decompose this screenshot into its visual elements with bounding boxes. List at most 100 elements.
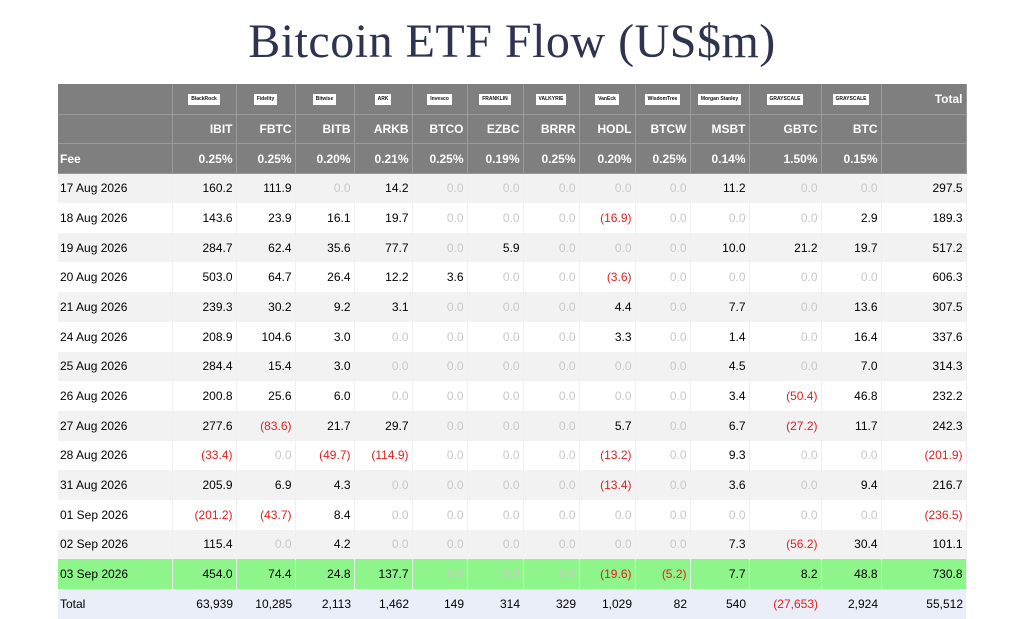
- flow-value-brrr: 0.0: [523, 173, 580, 204]
- table-row: 27 Aug 2026 277.6 (83.6) 21.7 29.7 0.0 0.0 0.0 5…: [58, 410, 967, 441]
- ticker-brrr: BRRR: [523, 114, 580, 145]
- totals-row: Total 63,939 10,285 2,113 1,462 149 314 329 1,02…: [58, 589, 966, 619]
- flow-value-btco: 0.0: [412, 292, 468, 322]
- table-row: 18 Aug 2026 143.6 23.9 16.1 19.7 0.0 0.0 0.0 (16…: [58, 203, 967, 233]
- table-row: 21 Aug 2026 239.3 30.2 9.2 3.1 0.0 0.0 0.0 4.4 0.…: [58, 292, 967, 322]
- flow-value-btco: 0.0: [412, 351, 468, 382]
- flow-value-msbt: 0.0: [690, 203, 750, 233]
- fee-gbtc: 1.50%: [749, 143, 822, 174]
- flow-value-msbt: 7.3: [690, 529, 750, 560]
- flow-value-brrr: 0.0: [523, 262, 580, 293]
- total-ibit: 63,939: [172, 589, 236, 619]
- issuer-logo-msbt: Morgan Stanley: [697, 94, 742, 106]
- flow-value-gbtc: (56.2): [749, 529, 822, 560]
- flow-value-ibit: 454.0: [172, 559, 237, 589]
- flow-value-ibit: 160.2: [172, 173, 237, 204]
- flow-value-hodl: (16.9): [579, 203, 636, 233]
- row-date: 20 Aug 2026: [58, 262, 173, 293]
- flow-value-ezbc: 0.0: [467, 351, 524, 382]
- flow-value-brrr: 0.0: [523, 470, 580, 500]
- flow-value-ezbc: 0.0: [467, 381, 524, 411]
- flow-value-hodl: 4.4: [579, 292, 636, 322]
- row-total: 307.5: [881, 292, 967, 322]
- flow-value-btco: 0.0: [412, 410, 468, 441]
- flow-value-hodl: 3.3: [579, 321, 636, 352]
- flow-value-fbtc: 30.2: [236, 292, 296, 322]
- flow-value-gbtc: 0.0: [749, 351, 822, 382]
- issuer-logo-btc: GRAYSCALE: [832, 94, 870, 106]
- flow-value-brrr: 0.0: [523, 321, 580, 352]
- flow-value-btco: 3.6: [412, 262, 468, 293]
- header-blank: [881, 114, 967, 145]
- flow-value-msbt: 4.5: [690, 351, 750, 382]
- fee-msbt: 0.14%: [690, 143, 750, 174]
- flow-value-arkb: 19.7: [354, 203, 413, 233]
- flow-value-btco: 0.0: [412, 232, 468, 263]
- flow-value-ezbc: 0.0: [467, 529, 524, 560]
- flow-value-btc: 0.0: [821, 262, 882, 293]
- flow-value-btco: 0.0: [412, 173, 468, 204]
- table-row: 25 Aug 2026 284.4 15.4 3.0 0.0 0.0 0.0 0.0 0.0 0.…: [58, 351, 967, 382]
- flow-value-fbtc: 23.9: [236, 203, 296, 233]
- ticker-hodl: HODL: [579, 114, 636, 145]
- row-total: 189.3: [881, 203, 967, 233]
- flow-value-brrr: 0.0: [523, 410, 580, 441]
- flow-value-btc: 13.6: [821, 292, 882, 322]
- table-row: 24 Aug 2026 208.9 104.6 3.0 0.0 0.0 0.0 0.0 3.3 0…: [58, 321, 967, 352]
- flow-value-hodl: (13.4): [579, 470, 636, 500]
- flow-value-arkb: 0.0: [354, 351, 413, 382]
- flow-value-btc: 0.0: [821, 173, 882, 204]
- flow-value-msbt: 7.7: [690, 559, 750, 589]
- fee-btc: 0.15%: [821, 143, 882, 174]
- flow-value-btc: 0.0: [821, 440, 882, 471]
- flow-value-bitb: 24.8: [295, 559, 355, 589]
- flow-value-btco: 0.0: [412, 440, 468, 471]
- etf-flow-table: BlackRock Fidelity Bitwise ARK Invesco FRANKL…: [58, 84, 967, 619]
- flow-value-bitb: 3.0: [295, 321, 355, 352]
- flow-value-btc: 48.8: [821, 559, 882, 589]
- flow-value-brrr: 0.0: [523, 292, 580, 322]
- ticker-gbtc: GBTC: [749, 114, 822, 145]
- flow-value-ibit: 239.3: [172, 292, 237, 322]
- flow-value-arkb: 0.0: [354, 381, 413, 411]
- issuer-logo-cell: BlackRock: [172, 84, 237, 115]
- flow-value-fbtc: 15.4: [236, 351, 296, 382]
- totals-label: Total: [58, 589, 172, 619]
- flow-value-bitb: 4.2: [295, 529, 355, 560]
- row-total: (236.5): [881, 499, 967, 530]
- grand-total: 55,512: [881, 589, 966, 619]
- flow-value-hodl: 0.0: [579, 529, 636, 560]
- issuer-logo-ibit: BlackRock: [188, 94, 220, 106]
- flow-value-ibit: 503.0: [172, 262, 237, 293]
- flow-value-arkb: 14.2: [354, 173, 413, 204]
- flow-value-btc: 46.8: [821, 381, 882, 411]
- ticker-btc: BTC: [821, 114, 882, 145]
- flow-value-btc: 16.4: [821, 321, 882, 352]
- flow-value-fbtc: 104.6: [236, 321, 296, 352]
- flow-value-fbtc: (83.6): [236, 410, 296, 441]
- total-column-header: Total: [881, 84, 967, 115]
- flow-value-brrr: 0.0: [523, 440, 580, 471]
- flow-value-btcw: 0.0: [635, 470, 691, 500]
- flow-value-msbt: 6.7: [690, 410, 750, 441]
- flow-value-bitb: 9.2: [295, 292, 355, 322]
- flow-value-btco: 0.0: [412, 321, 468, 352]
- flow-value-btc: 19.7: [821, 232, 882, 263]
- total-bitb: 2,113: [295, 589, 354, 619]
- fee-brrr: 0.25%: [523, 143, 580, 174]
- table-row: 20 Aug 2026 503.0 64.7 26.4 12.2 3.6 0.0 0.0 (3.…: [58, 262, 967, 293]
- flow-value-ibit: 277.6: [172, 410, 237, 441]
- flow-value-gbtc: 0.0: [749, 321, 822, 352]
- flow-value-ezbc: 0.0: [467, 499, 524, 530]
- flow-value-ezbc: 5.9: [467, 232, 524, 263]
- fee-ibit: 0.25%: [172, 143, 237, 174]
- flow-value-brrr: 0.0: [523, 499, 580, 530]
- fee-bitb: 0.20%: [295, 143, 355, 174]
- flow-value-bitb: 4.3: [295, 470, 355, 500]
- row-date: 19 Aug 2026: [58, 232, 173, 263]
- table-row: 26 Aug 2026 200.8 25.6 6.0 0.0 0.0 0.0 0.0 0.0 0.…: [58, 381, 967, 411]
- flow-value-btc: 30.4: [821, 529, 882, 560]
- flow-value-gbtc: 8.2: [749, 559, 822, 589]
- flow-value-btco: 0.0: [412, 470, 468, 500]
- flow-value-btco: 0.0: [412, 499, 468, 530]
